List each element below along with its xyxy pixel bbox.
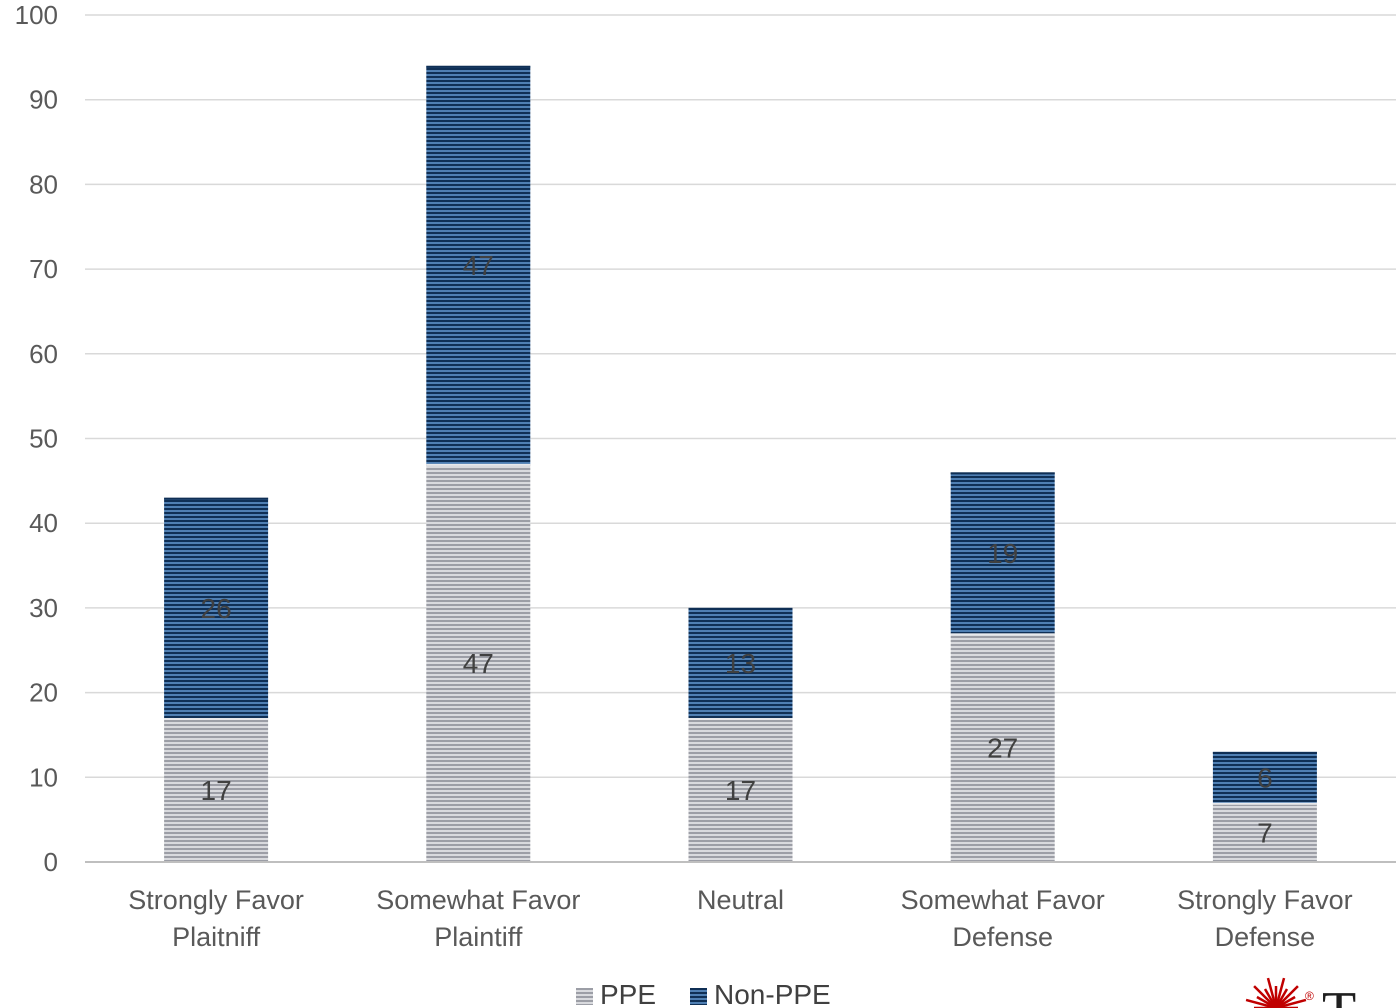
x-category-label: Defense xyxy=(1215,922,1316,952)
bar-ppe-1 xyxy=(426,463,531,862)
bar-ppe-0 xyxy=(164,718,269,862)
x-axis-labels: Strongly Favor Plaitniff Somewhat Favor Pla… xyxy=(128,885,1352,952)
x-category-label: Somewhat Favor xyxy=(376,885,580,915)
y-tick-label: 10 xyxy=(29,762,58,792)
y-tick-label: 70 xyxy=(29,254,58,284)
y-tick-label: 20 xyxy=(29,678,58,708)
y-tick-label: 90 xyxy=(29,85,58,115)
y-tick-label: 0 xyxy=(44,847,58,877)
logo-registered-mark: ® xyxy=(1305,989,1314,1003)
logo-burst-ray xyxy=(1274,977,1286,1008)
logo-burst-ray xyxy=(1266,977,1278,1008)
data-label-non-ppe: 6 xyxy=(1257,762,1273,793)
logo-burst-ray xyxy=(1245,998,1277,1008)
data-label-non-ppe: 13 xyxy=(725,648,756,679)
bar-ppe-3 xyxy=(950,633,1055,862)
y-axis-ticks: 0 10 20 30 40 50 60 70 80 90 100 xyxy=(15,0,58,877)
y-tick-label: 30 xyxy=(29,593,58,623)
bar-non-ppe-0 xyxy=(164,497,269,719)
brand-logo: ® T xyxy=(1245,977,1356,1008)
bar-ppe-2 xyxy=(688,718,793,862)
y-tick-label: 60 xyxy=(29,339,58,369)
logo-burst-ray xyxy=(1275,985,1299,1008)
legend-label: Non-PPE xyxy=(714,979,831,1008)
logo-burst-ray xyxy=(1275,998,1307,1008)
y-tick-label: 80 xyxy=(29,169,58,199)
data-label-ppe: 47 xyxy=(463,648,494,679)
data-label-ppe: 17 xyxy=(725,775,756,806)
data-label-ppe: 27 xyxy=(987,733,1018,764)
bar-non-ppe-2 xyxy=(688,607,793,719)
legend: PPE Non-PPE xyxy=(576,979,831,1008)
data-label-ppe: 17 xyxy=(201,775,232,806)
x-category-label: Defense xyxy=(952,922,1053,952)
x-category-label: Plaintiff xyxy=(434,922,523,952)
gridlines xyxy=(85,14,1396,779)
data-label-ppe: 7 xyxy=(1257,817,1273,848)
legend-swatch-1 xyxy=(690,988,707,1005)
x-category-label: Neutral xyxy=(697,885,784,915)
logo-burst-ray xyxy=(1253,985,1277,1008)
legend-swatch-0 xyxy=(576,988,593,1005)
data-label-non-ppe: 47 xyxy=(463,250,494,281)
bar-non-ppe-1 xyxy=(426,65,531,464)
data-label-non-ppe: 26 xyxy=(201,593,232,624)
logo-burst-icon xyxy=(1245,977,1307,1008)
x-category-label: Plaitniff xyxy=(172,922,261,952)
x-category-label: Somewhat Favor xyxy=(901,885,1105,915)
legend-label: PPE xyxy=(600,979,656,1008)
bar-non-ppe-4 xyxy=(1212,751,1317,803)
y-tick-label: 50 xyxy=(29,424,58,454)
bars: 17 26 47 47 17 13 27 19 7 6 xyxy=(164,65,1317,862)
logo-letter: T xyxy=(1322,981,1356,1008)
x-category-label: Strongly Favor xyxy=(128,885,304,915)
data-label-non-ppe: 19 xyxy=(987,538,1018,569)
y-tick-label: 40 xyxy=(29,508,58,538)
bar-non-ppe-3 xyxy=(950,472,1055,634)
x-category-label: Strongly Favor xyxy=(1177,885,1353,915)
y-tick-label: 100 xyxy=(15,0,58,30)
bar-ppe-4 xyxy=(1212,802,1317,862)
